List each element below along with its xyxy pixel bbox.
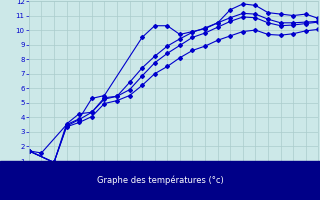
Text: Graphe des températures (°c): Graphe des températures (°c) [97, 176, 223, 185]
